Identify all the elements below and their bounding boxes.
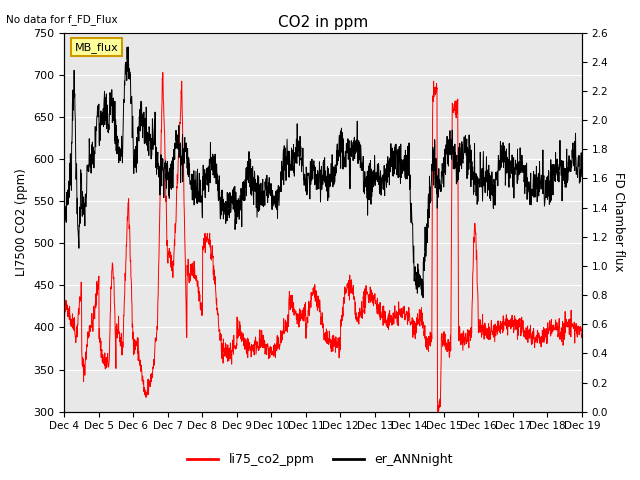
Text: No data for f_FD_Flux: No data for f_FD_Flux bbox=[6, 14, 118, 25]
Text: MB_flux: MB_flux bbox=[75, 42, 118, 52]
Y-axis label: FD Chamber flux: FD Chamber flux bbox=[612, 172, 625, 272]
Y-axis label: LI7500 CO2 (ppm): LI7500 CO2 (ppm) bbox=[15, 168, 28, 276]
Legend: li75_co2_ppm, er_ANNnight: li75_co2_ppm, er_ANNnight bbox=[182, 448, 458, 471]
Title: CO2 in ppm: CO2 in ppm bbox=[278, 15, 368, 30]
